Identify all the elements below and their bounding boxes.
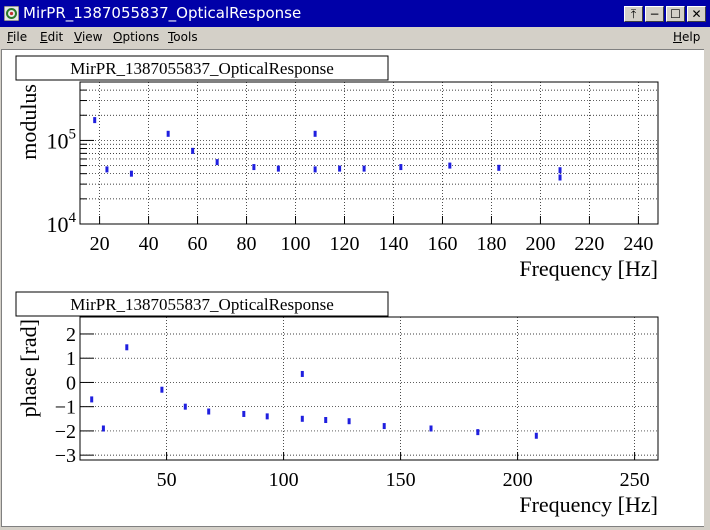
x-tick-label: 240 [623,233,653,255]
plot-title-box [15,291,389,317]
data-point [429,425,433,432]
x-tick-label: 220 [574,233,604,255]
x-tick-label: 180 [476,233,506,255]
menu-help[interactable]: Help [673,30,701,44]
data-point [324,417,328,424]
minimize-icon: − [649,7,660,21]
plots-svg: 20 40 60 80 100 120 140 160 180 200 220 240104105Fr… [15,55,659,517]
data-point [105,166,109,173]
x-tick-label: 150 [386,469,416,491]
y-axis-title: modulus [16,84,41,160]
menu-file[interactable]: File [7,30,28,44]
iconify-icon: ⤒ [630,7,637,21]
window-title: MirPR_1387055837_OpticalResponse [23,4,302,22]
title-bar: MirPR_1387055837_OpticalResponse ⤒ − ☐ ✕ [0,0,710,27]
plot-canvas[interactable]: 20 40 60 80 100 120 140 160 180 200 220 240 104 105 Fr… [1,49,705,527]
maximize-button[interactable]: ☐ [666,6,685,22]
menu-view[interactable]: View [74,30,103,44]
data-point [300,415,304,422]
y-tick-label: 2 [66,324,76,346]
data-point [191,147,195,154]
menu-tools[interactable]: Tools [168,30,198,44]
y-tick-label: 104 [47,210,77,237]
data-point [101,425,105,432]
data-point [242,410,246,417]
data-point [476,429,480,436]
x-tick-label: 60 [188,233,208,255]
y-tick-label: −1 [55,397,76,419]
x-tick-label: 160 [427,233,457,255]
data-point [362,165,366,172]
data-point [166,130,170,137]
vertical-scrollbar[interactable] [704,49,710,527]
y-tick-label: 105 [47,126,77,153]
x-tick-label: 20 [90,233,110,255]
y-tick-label: −3 [55,445,76,467]
x-tick-label: 140 [378,233,408,255]
menu-bar: File Edit View Options Tools Help [0,27,710,49]
data-point [558,167,562,174]
plot-title-box [15,55,389,81]
data-point [265,413,269,420]
y-tick-label: 1 [66,348,76,370]
close-button[interactable]: ✕ [687,6,706,22]
data-point [160,386,164,393]
plot-title: MirPR_1387055837_OpticalResponse [70,295,334,314]
data-point [183,403,187,410]
data-point [313,166,317,173]
data-point [313,130,317,137]
x-tick-label: 40 [139,233,159,255]
x-axis-title: Frequency [Hz] [519,492,658,517]
y-axis-title: phase [rad] [16,319,41,417]
data-point [252,164,256,171]
x-tick-label: 50 [157,469,177,491]
data-point [399,164,403,171]
root-app-icon [4,6,19,21]
x-tick-label: 120 [330,233,360,255]
data-point [207,408,211,415]
data-point [558,174,562,181]
x-tick-label: 100 [269,469,299,491]
data-point [300,370,304,377]
plot-title: MirPR_1387055837_OpticalResponse [70,59,334,78]
x-tick-label: 250 [620,469,650,491]
minimize-button[interactable]: − [645,6,664,22]
menu-options[interactable]: Options [113,30,160,44]
data-point [347,418,351,425]
x-tick-label: 100 [281,233,311,255]
x-tick-label: 200 [503,469,533,491]
x-tick-label: 200 [525,233,555,255]
plot-frame [79,81,659,225]
data-point [448,162,452,169]
y-tick-label: −2 [55,421,76,443]
x-axis-title: Frequency [Hz] [519,256,658,281]
plot-frame [79,316,659,461]
data-point [125,344,129,351]
data-point [93,117,97,124]
data-point [382,423,386,430]
data-point [215,159,219,166]
data-point [497,164,501,171]
maximize-icon: ☐ [670,7,681,21]
close-icon: ✕ [691,7,702,21]
data-point [534,432,538,439]
data-point [129,170,133,177]
data-point [276,165,280,172]
menu-edit[interactable]: Edit [40,30,64,44]
data-point [90,396,94,403]
iconify-button[interactable]: ⤒ [624,6,643,22]
x-tick-label: 80 [237,233,257,255]
y-tick-label: 0 [66,372,76,394]
data-point [338,165,342,172]
